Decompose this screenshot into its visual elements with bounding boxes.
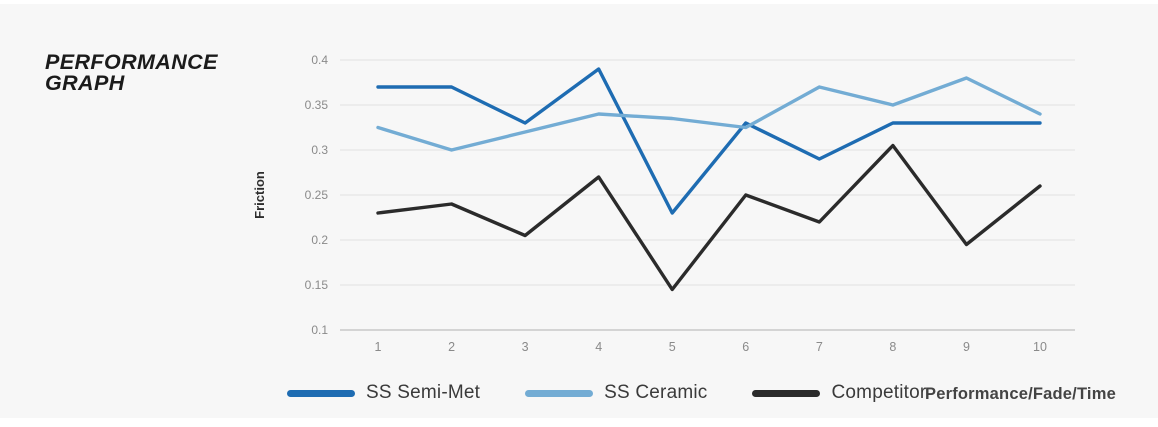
y-tick-label: 0.2	[311, 233, 328, 247]
chart-card: PERFORMANCE GRAPH 0.4 0.35 0.3 0.25 0.2 0.15 0…	[0, 4, 1158, 418]
legend-label: Competitor	[831, 382, 927, 403]
legend-item-ss-ceramic: SS Ceramic	[525, 382, 707, 404]
chart-legend: SS Semi-Met SS Ceramic Competitor	[287, 382, 926, 404]
legend-item-competitor: Competitor	[752, 382, 926, 404]
x-tick-label: 8	[889, 340, 896, 354]
ss-semi-met-line-swatch	[287, 389, 355, 397]
page-title-line1: PERFORMANCE	[45, 50, 218, 74]
page-margin-top	[0, 0, 1158, 4]
x-tick-label: 7	[816, 340, 823, 354]
y-tick-label: 0.4	[311, 53, 328, 67]
page-margin-bottom	[0, 418, 1158, 427]
competitor-line-swatch	[752, 389, 821, 397]
y-axis-label: Friction	[252, 171, 267, 219]
series-line-ss-ceramic	[376, 76, 1042, 152]
legend-label: SS Semi-Met	[366, 382, 481, 403]
y-tick-label: 0.3	[311, 143, 328, 157]
x-tick-label: 9	[963, 340, 970, 354]
x-tick-label: 1	[375, 340, 382, 354]
y-tick-label: 0.25	[305, 188, 329, 202]
series-line-competitor	[376, 143, 1042, 292]
page-title-line2: GRAPH	[45, 71, 125, 95]
ss-ceramic-line-swatch	[525, 389, 594, 397]
x-tick-label: 2	[448, 340, 455, 354]
x-tick-label: 6	[742, 340, 749, 354]
legend-label: SS Ceramic	[604, 382, 708, 403]
axis-footnote: Performance/Fade/Time	[925, 385, 1116, 403]
x-tick-label: 5	[669, 340, 676, 354]
x-tick-label: 4	[595, 340, 602, 354]
page-title: PERFORMANCE GRAPH	[45, 50, 218, 95]
x-tick-label: 10	[1033, 340, 1047, 354]
legend-item-ss-semi-met: SS Semi-Met	[287, 382, 480, 404]
y-tick-label: 0.15	[305, 278, 329, 292]
x-tick-label: 3	[522, 340, 529, 354]
y-tick-label: 0.35	[305, 98, 329, 112]
y-tick-label: 0.1	[311, 323, 328, 337]
series-line-ss-semi-met	[376, 67, 1042, 215]
performance-line-chart: 0.4 0.35 0.3 0.25 0.2 0.15 0.1 1 2 3 4 5 6 7 8 9 10 Frict…	[252, 53, 1075, 354]
